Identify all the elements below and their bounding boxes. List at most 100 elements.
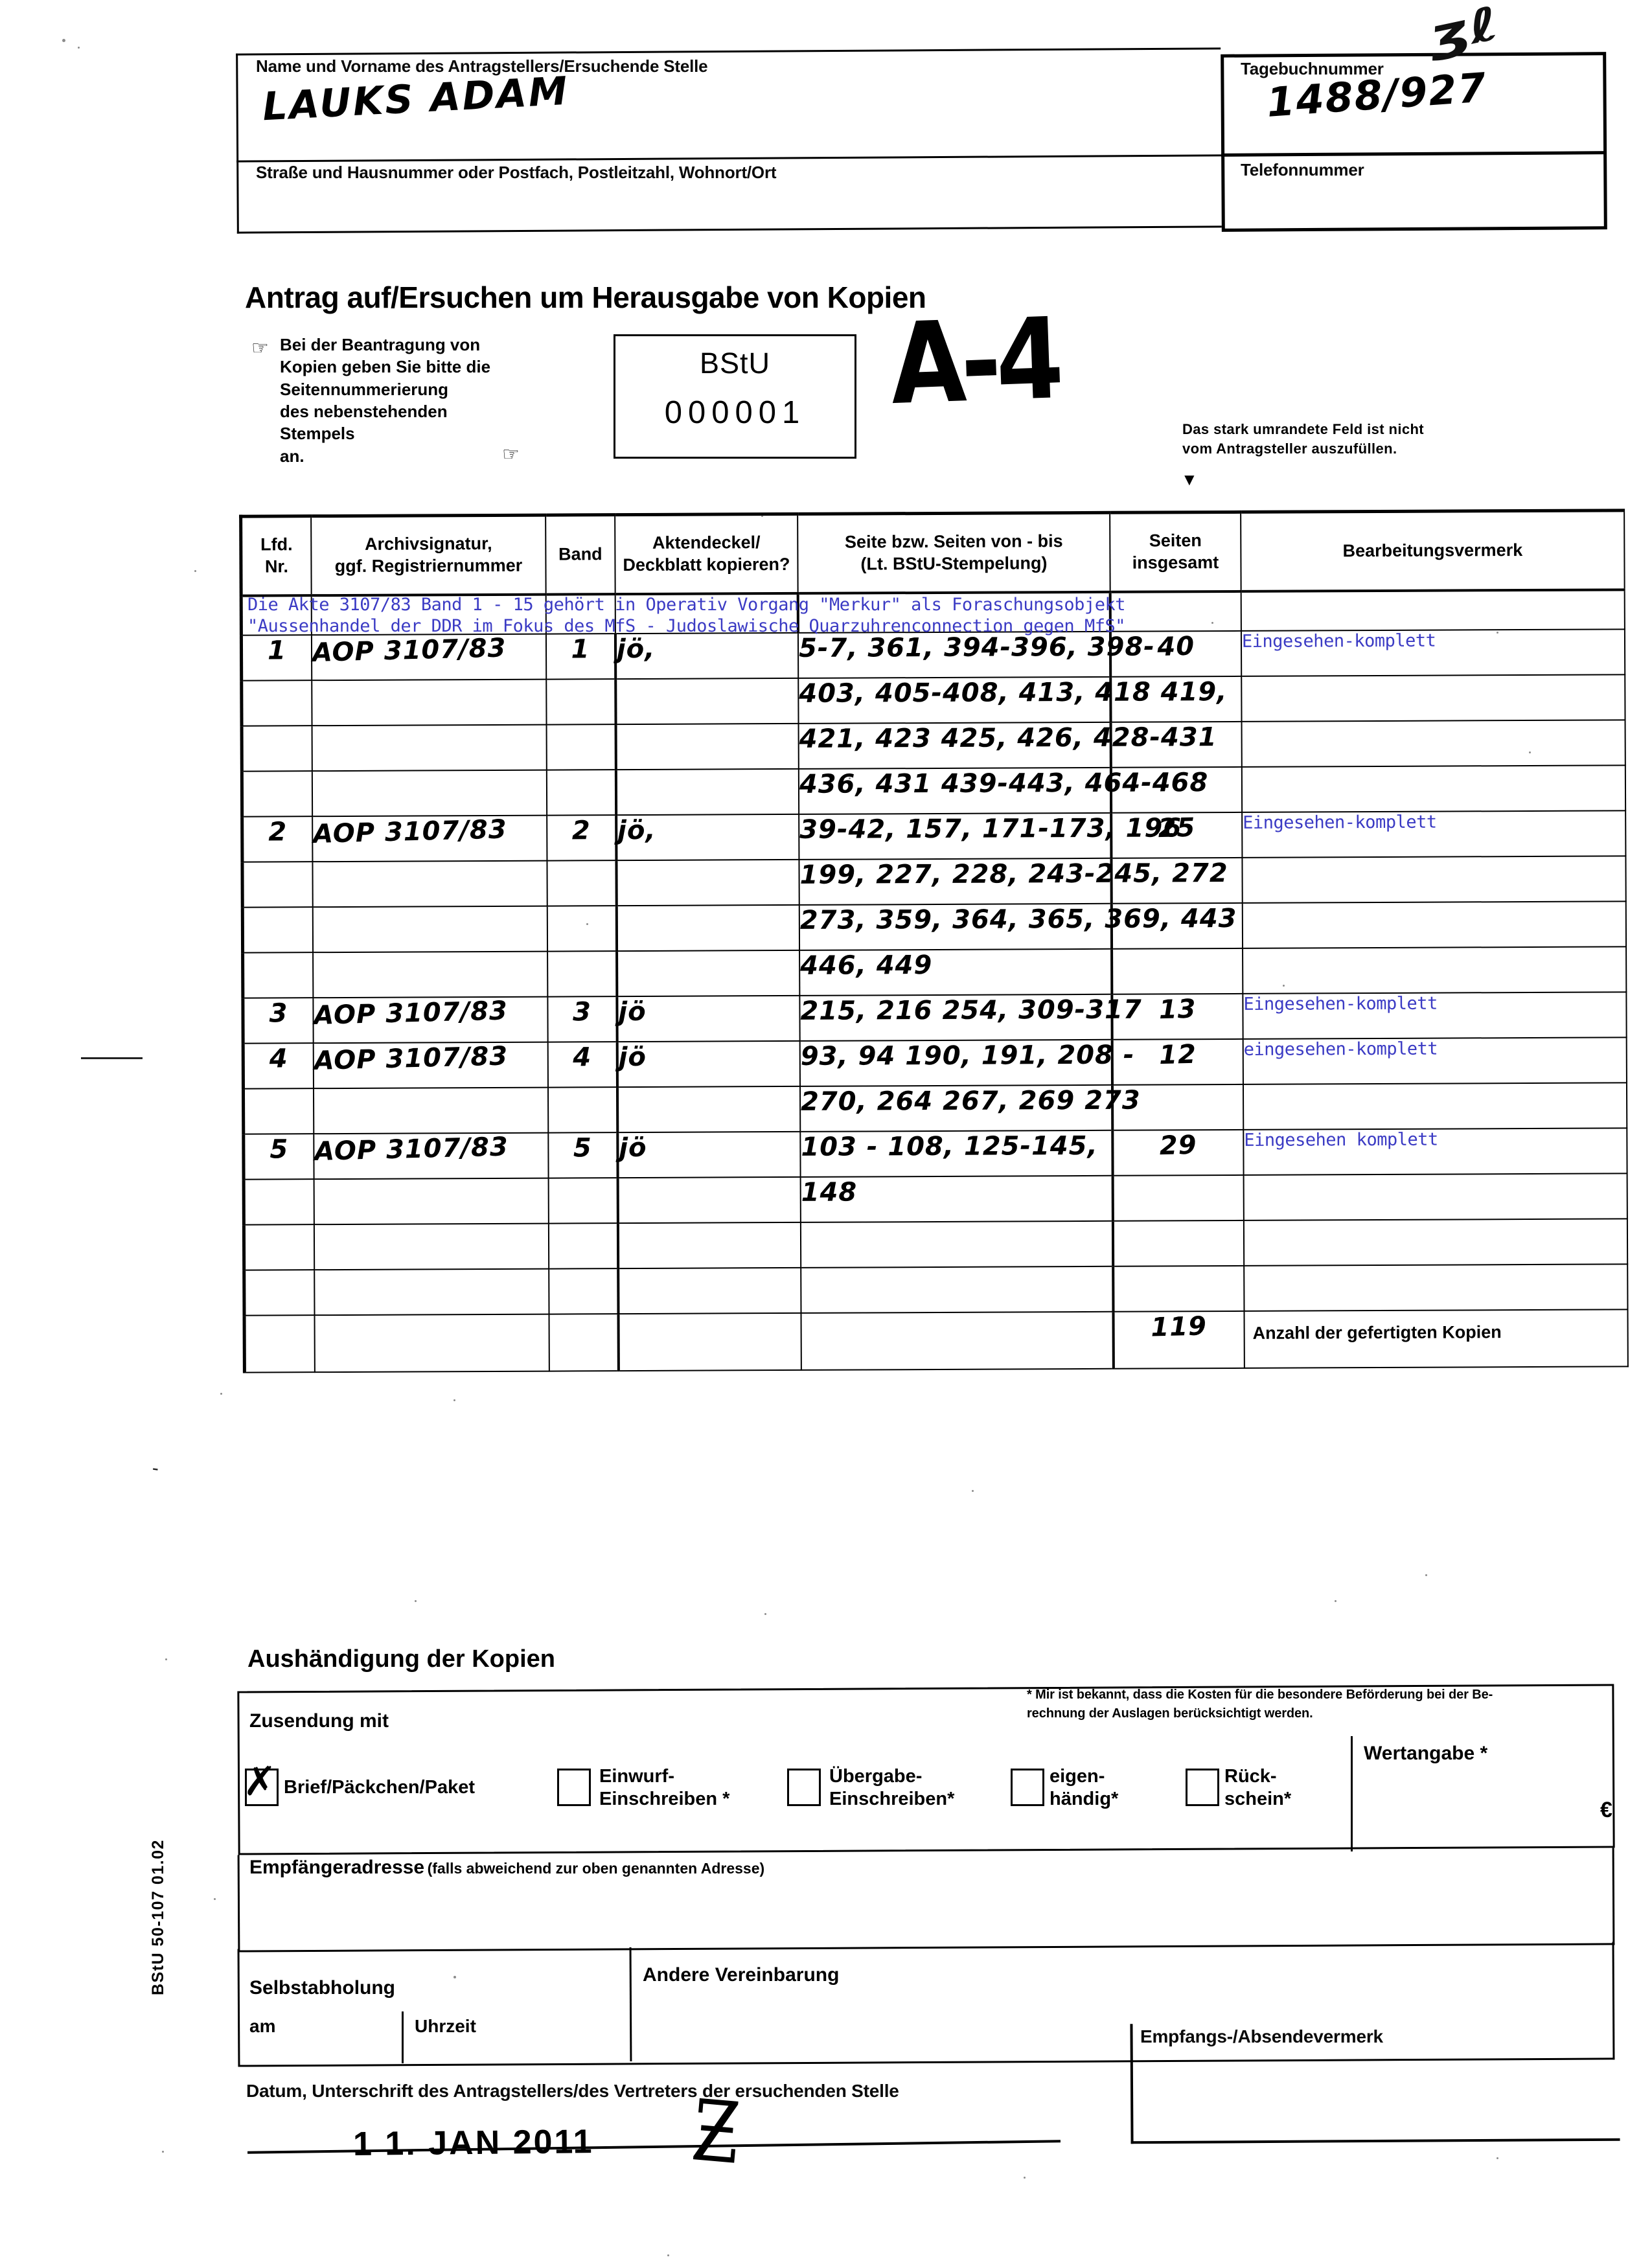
cell-lfd-cont[interactable] <box>244 1179 314 1225</box>
empty-cell[interactable] <box>801 1266 1114 1313</box>
cell-total-cont[interactable] <box>1112 948 1243 994</box>
cell-lfd-cont[interactable] <box>242 771 313 817</box>
cell-total-2[interactable]: 25 <box>1110 810 1243 860</box>
cell-pages-3-line1[interactable]: 215, 216 254, 309-317 <box>799 994 1142 1041</box>
cell-signature-cont[interactable] <box>313 1087 549 1134</box>
cell-band-2[interactable]: 2 <box>547 815 617 861</box>
cell-cover-cont[interactable] <box>615 768 799 816</box>
empty-cell[interactable] <box>1244 1264 1628 1311</box>
cell-total-5[interactable]: 29 <box>1112 1128 1245 1177</box>
cell-lfd-cont[interactable] <box>241 680 312 726</box>
cell-lfd-cont[interactable] <box>243 1088 314 1134</box>
cell-cover-4[interactable]: jö <box>617 1040 800 1088</box>
cell-lfd-cont[interactable] <box>242 726 312 772</box>
cell-remark-4[interactable]: eingesehen-komplett <box>1243 1037 1627 1084</box>
total-copies-value[interactable]: 119 <box>1112 1309 1245 1370</box>
checkbox-delivery-option-4[interactable] <box>1011 1769 1044 1806</box>
cell-remark-cont[interactable] <box>1242 901 1627 948</box>
cell-remark-cont[interactable] <box>1241 674 1625 722</box>
cell-pages-1-line3[interactable]: 421, 423 425, 426, 428-431 <box>798 722 1217 769</box>
cell-band-cont[interactable] <box>546 770 617 816</box>
cell-remark-cont[interactable] <box>1243 946 1627 994</box>
empty-cell[interactable] <box>618 1267 801 1314</box>
cell-signature-cont[interactable] <box>312 724 547 772</box>
cell-lfd-nr-2[interactable]: 2 <box>242 816 313 862</box>
cell-remark-3[interactable]: Eingesehen-komplett <box>1243 992 1627 1039</box>
cell-total-1[interactable]: 40 <box>1110 629 1242 678</box>
cell-lfd-nr-5[interactable]: 5 <box>243 1134 314 1180</box>
pickup-date-label[interactable]: am <box>249 2016 276 2036</box>
empty-cell[interactable] <box>548 1223 619 1269</box>
delivery-option-label-3[interactable]: Übergabe- Einschreiben* <box>829 1765 954 1811</box>
cell-signature-cont[interactable] <box>313 951 548 998</box>
checkbox-delivery-option-3[interactable] <box>787 1769 821 1806</box>
cell-band-cont[interactable] <box>548 1178 618 1224</box>
empty-cell[interactable] <box>1243 1219 1628 1266</box>
delivery-option-label-5[interactable]: Rück-schein* <box>1224 1765 1291 1811</box>
cell-cover-cont[interactable] <box>617 1176 801 1224</box>
cell-band-cont[interactable] <box>547 1087 618 1133</box>
cell-lfd-cont[interactable] <box>242 907 314 953</box>
empty-cell[interactable] <box>314 1223 549 1270</box>
cell-band-4[interactable]: 4 <box>547 1042 617 1088</box>
cell-remark-cont[interactable] <box>1241 765 1626 812</box>
cell-lfd-nr-3[interactable]: 3 <box>242 998 314 1044</box>
cell-signature-cont[interactable] <box>312 679 547 726</box>
other-agreement-label[interactable]: Andere Vereinbarung <box>643 1964 840 1986</box>
delivery-option-label-2[interactable]: Einwurf- Einschreiben * <box>599 1765 729 1811</box>
cell-remark-5[interactable]: Eingesehen komplett <box>1243 1128 1627 1175</box>
empty-cell[interactable] <box>244 1224 315 1270</box>
cell-cover-1[interactable]: jö, <box>615 632 799 680</box>
cell-cover-2[interactable]: jö, <box>616 814 799 861</box>
cell-signature-cont[interactable] <box>312 906 548 953</box>
cell-cover-cont[interactable] <box>617 1086 801 1133</box>
cell-lfd-cont[interactable] <box>242 862 313 908</box>
cell-total-3[interactable]: 13 <box>1111 992 1244 1041</box>
cell-total-cont[interactable] <box>1112 1174 1244 1221</box>
checkbox-delivery-option-1[interactable]: ✗ <box>243 1758 279 1806</box>
delivery-option-label-4[interactable]: eigen-händig* <box>1050 1765 1118 1811</box>
cell-signature-2[interactable]: AOP 3107/83 <box>312 812 548 864</box>
cell-band-cont[interactable] <box>547 951 617 997</box>
cell-cover-3[interactable]: jö <box>617 995 800 1042</box>
cell-signature-4[interactable]: AOP 3107/83 <box>313 1039 549 1091</box>
empty-cell[interactable] <box>244 1270 315 1316</box>
cell-cover-cont[interactable] <box>615 723 799 770</box>
cell-remark-1[interactable]: Eingesehen-komplett <box>1241 629 1625 676</box>
cell-remark-cont[interactable] <box>1242 856 1626 903</box>
cell-cover-cont[interactable] <box>617 950 800 997</box>
checkbox-delivery-option-2[interactable] <box>557 1769 591 1806</box>
cell-cover-cont[interactable] <box>616 904 800 952</box>
empty-cell[interactable] <box>549 1268 619 1314</box>
cell-band-cont[interactable] <box>546 724 616 770</box>
cell-remark-cont[interactable] <box>1243 1173 1627 1220</box>
cell-pages-4-line2[interactable]: 270, 264 267, 269 273 <box>799 1084 1141 1132</box>
cell-pages-2-line4[interactable]: 446, 449 <box>799 948 1112 996</box>
empty-cell[interactable] <box>1112 1220 1245 1266</box>
cell-signature-3[interactable]: AOP 3107/83 <box>312 994 549 1046</box>
cell-lfd-nr-4[interactable]: 4 <box>243 1043 314 1089</box>
delivery-option-label-1[interactable]: Brief/Päckchen/Paket <box>284 1776 475 1799</box>
cell-signature-1[interactable]: AOP 3107/83 <box>311 631 547 683</box>
cell-pages-2-line2[interactable]: 199, 227, 228, 243-245, 272 <box>799 858 1228 905</box>
cell-band-1[interactable]: 1 <box>545 634 616 680</box>
pickup-time-label[interactable]: Uhrzeit <box>415 2016 476 2036</box>
cell-band-cont[interactable] <box>547 906 617 952</box>
cell-total-4[interactable]: 12 <box>1111 1037 1244 1086</box>
checkbox-delivery-option-5[interactable] <box>1186 1769 1219 1806</box>
cell-signature-cont[interactable] <box>312 860 547 908</box>
empty-cell[interactable] <box>617 1222 801 1269</box>
cell-cover-5[interactable]: jö <box>617 1131 801 1178</box>
cell-pages-1-line2[interactable]: 403, 405-408, 413, 418 419, <box>798 676 1227 724</box>
cell-pages-5-line2[interactable]: 148 <box>800 1175 1113 1222</box>
cell-lfd-cont[interactable] <box>242 952 314 998</box>
cell-band-3[interactable]: 3 <box>547 996 617 1042</box>
empty-cell[interactable] <box>800 1220 1114 1268</box>
cell-cover-cont[interactable] <box>615 678 799 725</box>
cell-remark-cont[interactable] <box>1243 1082 1627 1130</box>
empty-cell[interactable] <box>1113 1265 1245 1312</box>
cell-pages-2-line1[interactable]: 39-42, 157, 171-173, 196 <box>799 812 1182 860</box>
cell-signature-5[interactable]: AOP 3107/83 <box>313 1130 549 1182</box>
empty-cell[interactable] <box>314 1268 549 1316</box>
cell-band-5[interactable]: 5 <box>548 1132 618 1178</box>
